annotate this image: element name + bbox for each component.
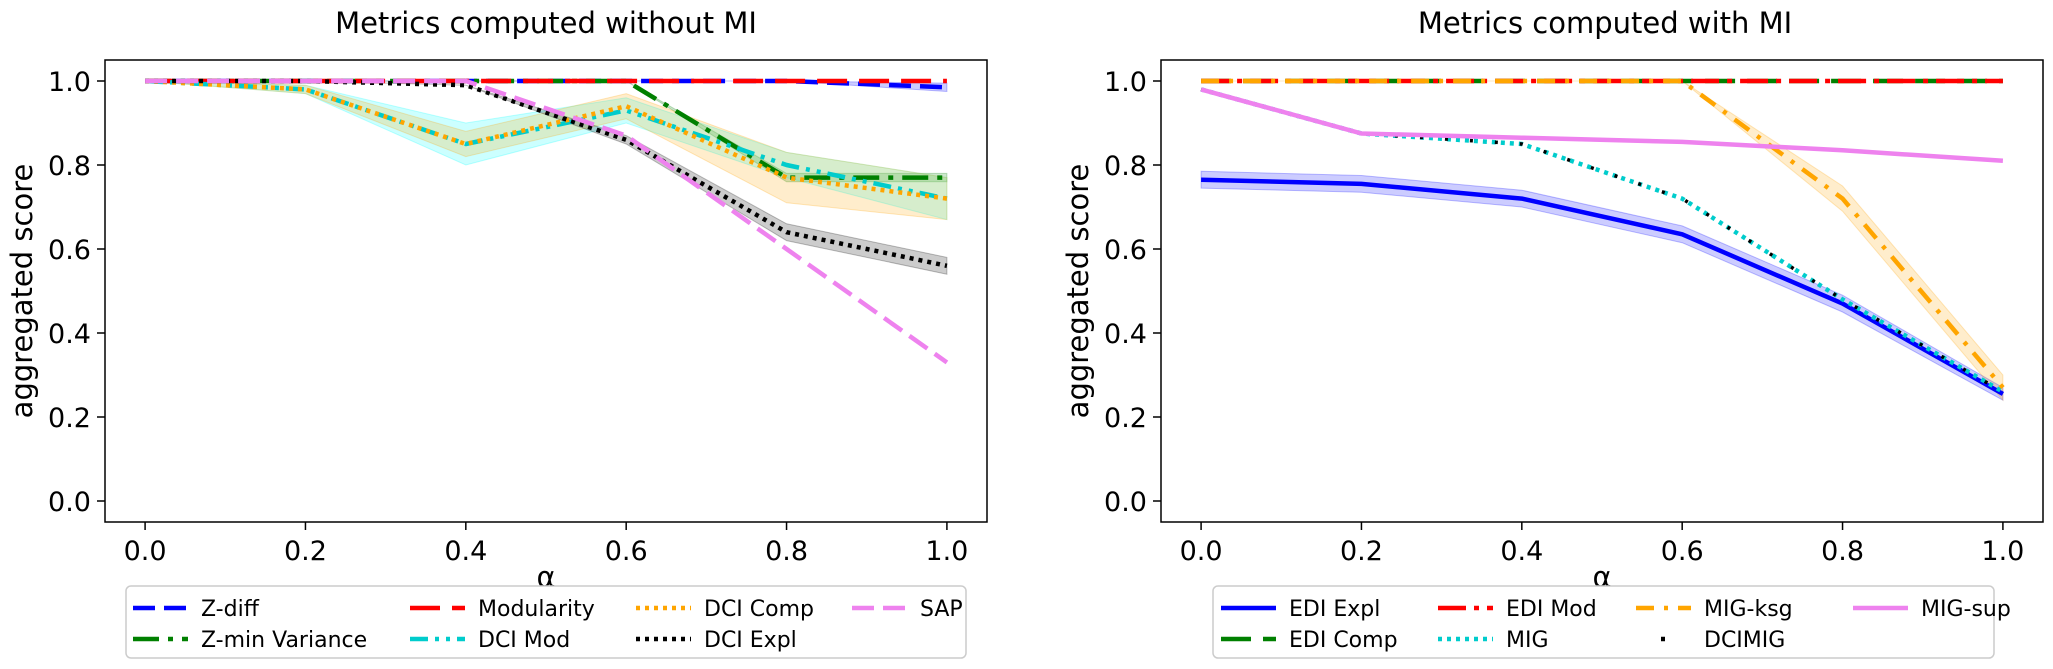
x-tick-label: 0.6 <box>1661 536 1704 567</box>
x-tick-label: 1.0 <box>925 536 968 567</box>
x-tick-label: 0.2 <box>1340 536 1383 567</box>
legend-label: MIG-sup <box>1921 597 2011 622</box>
confidence-band-dci-comp <box>145 80 948 221</box>
y-tick-label: 0.4 <box>1104 319 1147 350</box>
y-tick-label: 0.2 <box>48 403 91 434</box>
x-tick-label: 0.0 <box>124 536 167 567</box>
legend: Z-diff Z-min Variance Modularity DCI Mod DCI… <box>125 585 967 659</box>
confidence-band-mig-ksg <box>1201 80 2004 402</box>
x-tick-label: 0.8 <box>765 536 808 567</box>
y-axis-label: aggregated score <box>1061 164 1095 419</box>
legend-frame <box>1212 585 1995 659</box>
y-axis-label: aggregated score <box>5 164 39 419</box>
legend-frame <box>125 585 967 659</box>
legend-label: Z-min Variance <box>201 628 367 653</box>
y-tick-label: 0.0 <box>1104 487 1147 518</box>
legend-label: Modularity <box>478 597 595 622</box>
y-tick-label: 0.6 <box>1104 235 1147 266</box>
series-line-dci-expl <box>145 78 948 269</box>
x-tick-label: 0.4 <box>1500 536 1543 567</box>
legend-label: DCIMIG <box>1704 628 1785 653</box>
x-tick-label: 0.4 <box>444 536 487 567</box>
legend-label: DCI Expl <box>704 628 797 653</box>
legend-label: SAP <box>920 597 963 622</box>
confidence-band-edi-expl <box>1200 170 2004 402</box>
chart-title: Metrics computed without MI <box>335 6 757 40</box>
y-tick-label: 0.0 <box>48 487 91 518</box>
legend-label: EDI Expl <box>1289 597 1380 622</box>
y-tick-label: 1.0 <box>1104 67 1147 98</box>
legend-label: EDI Mod <box>1506 597 1597 622</box>
legend-label: DCI Mod <box>478 628 570 653</box>
y-tick-label: 0.6 <box>48 235 91 266</box>
x-tick-label: 0.2 <box>284 536 327 567</box>
legend-label: EDI Comp <box>1289 628 1398 653</box>
plot-area-frame <box>104 59 988 523</box>
y-tick-label: 0.4 <box>48 319 91 350</box>
legend-label: DCI Comp <box>704 597 814 622</box>
series-line-edi-expl <box>1201 177 2005 396</box>
y-tick-label: 0.2 <box>1104 403 1147 434</box>
legend-label: Z-diff <box>201 597 260 622</box>
plot-area-frame <box>1160 59 2044 523</box>
x-tick-label: 0.0 <box>1180 536 1223 567</box>
x-tick-label: 0.6 <box>605 536 648 567</box>
series-line-mig-ksg <box>1201 78 2005 390</box>
y-tick-label: 0.8 <box>1104 151 1147 182</box>
legend-label: MIG <box>1506 628 1549 653</box>
y-tick-label: 1.0 <box>48 67 91 98</box>
series-line-sap <box>145 78 949 365</box>
series-line-mig-sup <box>1200 87 2004 164</box>
chart-without-mi: Metrics computed without MI aggregated sc… <box>5 6 988 659</box>
y-tick-label: 0.8 <box>48 151 91 182</box>
legend-label: MIG-ksg <box>1704 597 1793 622</box>
chart-title: Metrics computed with MI <box>1418 6 1792 40</box>
x-tick-label: 0.8 <box>1821 536 1864 567</box>
series-line-dci-mod <box>144 78 948 201</box>
chart-with-mi: Metrics computed with MI aggregated score… <box>1061 6 2044 659</box>
legend: EDI Expl EDI Comp EDI Mod MIG MIG-ksg DCIMIG M… <box>1212 585 2011 659</box>
x-tick-label: 1.0 <box>1981 536 2024 567</box>
